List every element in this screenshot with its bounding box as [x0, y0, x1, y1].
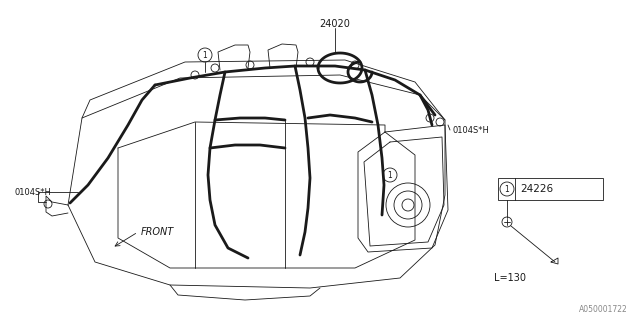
Text: 24226: 24226: [520, 184, 553, 194]
Text: L=130: L=130: [494, 273, 526, 283]
Text: 1: 1: [504, 185, 509, 194]
Text: 0104S*H: 0104S*H: [14, 188, 51, 196]
Text: FRONT: FRONT: [141, 227, 174, 237]
Text: 0104S*H: 0104S*H: [452, 125, 489, 134]
Text: 1: 1: [388, 171, 392, 180]
Text: A050001722: A050001722: [579, 305, 628, 314]
FancyBboxPatch shape: [498, 178, 603, 200]
Text: 24020: 24020: [319, 19, 351, 29]
Text: 1: 1: [203, 51, 207, 60]
